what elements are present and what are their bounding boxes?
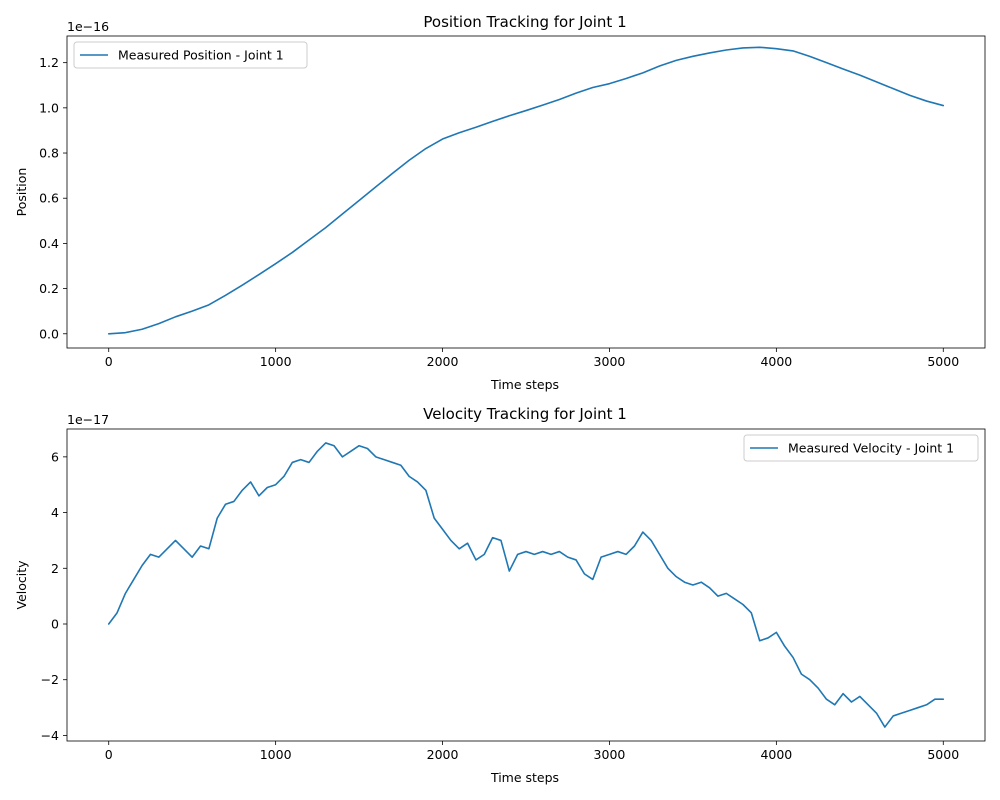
velocity-x-tick-label: 3000 — [594, 747, 626, 762]
position-plot-frame — [66, 35, 986, 349]
velocity-subplot: Velocity Tracking for Joint 1 1e−17 0 100… — [14, 405, 986, 785]
position-series-lines — [107, 46, 945, 335]
velocity-plot-frame — [66, 428, 986, 742]
velocity-x-axis-label: Time steps — [490, 770, 559, 785]
velocity-series-lines — [107, 442, 945, 728]
position-x-axis-label: Time steps — [490, 377, 559, 392]
velocity-legend-label: Measured Velocity - Joint 1 — [788, 441, 954, 456]
position-y-tick-label: 0.6 — [39, 191, 59, 206]
velocity-x-tick-label: 1000 — [260, 747, 292, 762]
velocity-y-tick-label: 0 — [51, 617, 59, 632]
velocity-y-tick-label: 2 — [51, 561, 59, 576]
position-y-tick-label: 0.2 — [39, 281, 59, 296]
velocity-y-tick-label: −4 — [41, 728, 59, 743]
position-offset-label: 1e−16 — [67, 19, 109, 34]
position-y-tick-label: 0.8 — [39, 146, 59, 161]
velocity-series-line — [107, 442, 945, 728]
position-x-tick-label: 2000 — [427, 354, 459, 369]
position-y-axis-label: Position — [14, 168, 29, 217]
position-x-tick-label: 1000 — [260, 354, 292, 369]
velocity-x-tick-label: 5000 — [927, 747, 959, 762]
velocity-x-tick-label: 0 — [105, 747, 113, 762]
position-legend-box — [73, 41, 308, 69]
position-chart-title: Position Tracking for Joint 1 — [423, 13, 626, 31]
position-axis-ticks: 0 1000 2000 3000 4000 5000 0.0 0.2 0.4 0.6 0.8 1.0 1… — [39, 55, 959, 369]
velocity-y-tick-label: −2 — [41, 672, 59, 687]
position-subplot: Position Tracking for Joint 1 1e−16 0 100… — [14, 13, 986, 392]
velocity-x-tick-label: 2000 — [427, 747, 459, 762]
position-series-line — [107, 46, 945, 335]
position-y-tick-label: 0.4 — [39, 236, 59, 251]
position-legend-label: Measured Position - Joint 1 — [118, 48, 284, 63]
position-legend: Measured Position - Joint 1 — [73, 41, 308, 69]
position-y-tick-label: 1.2 — [39, 55, 59, 70]
velocity-x-tick-label: 4000 — [760, 747, 792, 762]
velocity-chart-title: Velocity Tracking for Joint 1 — [423, 405, 627, 423]
position-x-tick-label: 4000 — [760, 354, 792, 369]
velocity-y-tick-label: 4 — [51, 505, 59, 520]
velocity-axis-ticks: 0 1000 2000 3000 4000 5000 −4 −2 0 2 4 6 — [41, 449, 960, 762]
velocity-y-tick-label: 6 — [51, 449, 59, 464]
velocity-legend: Measured Velocity - Joint 1 — [743, 434, 979, 462]
velocity-legend-box — [743, 434, 979, 462]
velocity-offset-label: 1e−17 — [67, 412, 109, 427]
position-y-tick-label: 1.0 — [39, 100, 59, 115]
velocity-y-axis-label: Velocity — [14, 560, 29, 610]
position-y-tick-label: 0.0 — [39, 326, 59, 341]
position-x-tick-label: 5000 — [927, 354, 959, 369]
position-x-tick-label: 3000 — [594, 354, 626, 369]
position-x-tick-label: 0 — [105, 354, 113, 369]
